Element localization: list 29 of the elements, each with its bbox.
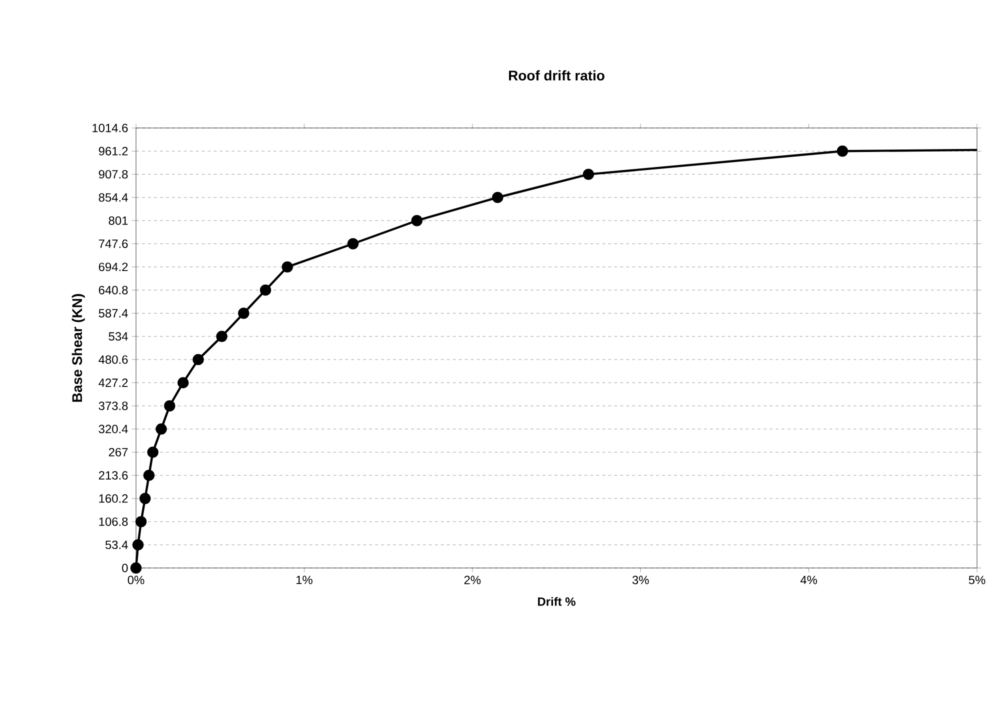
x-axis-title: Drift % [538,597,576,606]
chart-title: Roof drift ratio [509,70,604,80]
x-tick-label: 2% [464,576,481,584]
x-tick-label: 0% [128,576,144,584]
y-tick-label: 587.4 [98,309,128,318]
y-tick-label: 0 [122,564,128,572]
y-tick-label: 106.8 [99,517,128,526]
y-tick-label: 320.4 [98,424,128,434]
y-tick-label: 534 [108,332,128,341]
y-tick-label: 854.4 [98,193,128,202]
y-tick-label: 694.2 [98,262,128,272]
y-tick-label: 53.4 [105,540,128,550]
y-tick-label: 907.8 [98,170,128,179]
y-tick-label: 427.2 [98,378,128,387]
x-tick-label: 3% [632,576,649,584]
y-tick-label: 267 [108,448,128,456]
y-tick-label: 160.2 [99,494,128,503]
y-tick-label: 640.8 [98,286,128,294]
y-axis-title: Base Shear (KN) [72,294,85,402]
x-tick-label: 5% [968,576,986,584]
x-tick-label: 1% [296,576,312,584]
y-tick-label: 961.2 [98,146,128,156]
y-tick-label: 1014.6 [92,124,128,132]
y-tick-label: 747.6 [98,240,128,248]
y-tick-label: 213.6 [98,471,128,480]
y-tick-label: 373.8 [98,402,128,410]
y-tick-label: 480.6 [98,355,128,364]
y-tick-label: 801 [108,216,128,225]
x-tick-label: 4% [800,576,818,584]
